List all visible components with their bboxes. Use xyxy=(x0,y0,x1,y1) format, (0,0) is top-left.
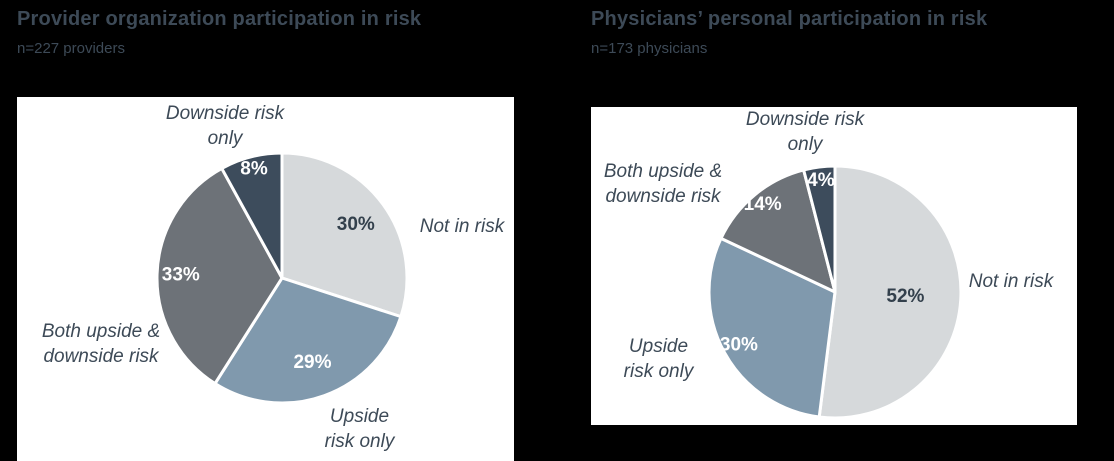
chart-subtitle-provider: n=227 providers xyxy=(17,40,125,57)
slice-label-both-upside-downside: Both upside & downside risk xyxy=(603,161,723,207)
slice-label-both-upside-downside: Both upside & downside risk xyxy=(41,321,161,367)
chart-title-provider: Provider organization participation in r… xyxy=(17,8,422,30)
slice-label-downside-risk-only: Downside risk only xyxy=(165,103,285,149)
pie-slice-0 xyxy=(280,151,409,319)
chart-panel-physicians: 52% 30% 14% 4% Not in risk Upside risk only… xyxy=(591,107,1077,425)
slice-label-upside-risk-only: Upside risk only xyxy=(623,336,694,382)
pie-slice-2 xyxy=(719,168,837,294)
chart-title-physicians: Physicians’ personal participation in ri… xyxy=(591,8,988,30)
pie-slice-3 xyxy=(220,151,284,280)
pie-value-label-1: 30% xyxy=(720,334,758,355)
pie-chart-provider: 30% 29% 33% 8% xyxy=(155,151,409,405)
pie-slice-1 xyxy=(213,276,403,405)
slice-label-upside-risk-only: Upside risk only xyxy=(324,406,395,452)
pie-chart-physicians: 52% 30% 14% 4% xyxy=(707,164,963,420)
pie-value-label-1: 29% xyxy=(293,352,331,373)
slice-label-downside-risk-only: Downside risk only xyxy=(745,109,865,155)
slice-label-not-in-risk: Not in risk xyxy=(419,216,505,237)
chart-panel-provider: 30% 29% 33% 8% Not in risk Upside risk only… xyxy=(17,97,514,461)
slice-label-not-in-risk: Not in risk xyxy=(968,271,1054,292)
pie-value-label-3: 8% xyxy=(240,159,268,180)
pie-value-label-3: 4% xyxy=(807,170,835,191)
pie-slice-3 xyxy=(802,164,837,294)
pie-slice-1 xyxy=(707,236,837,419)
pie-slice-0 xyxy=(817,164,963,420)
chart-subtitle-physicians: n=173 physicians xyxy=(591,40,708,57)
pie-value-label-0: 30% xyxy=(337,214,375,235)
pie-value-label-0: 52% xyxy=(886,286,924,307)
pie-value-label-2: 14% xyxy=(744,194,782,215)
pie-value-label-2: 33% xyxy=(162,264,200,285)
